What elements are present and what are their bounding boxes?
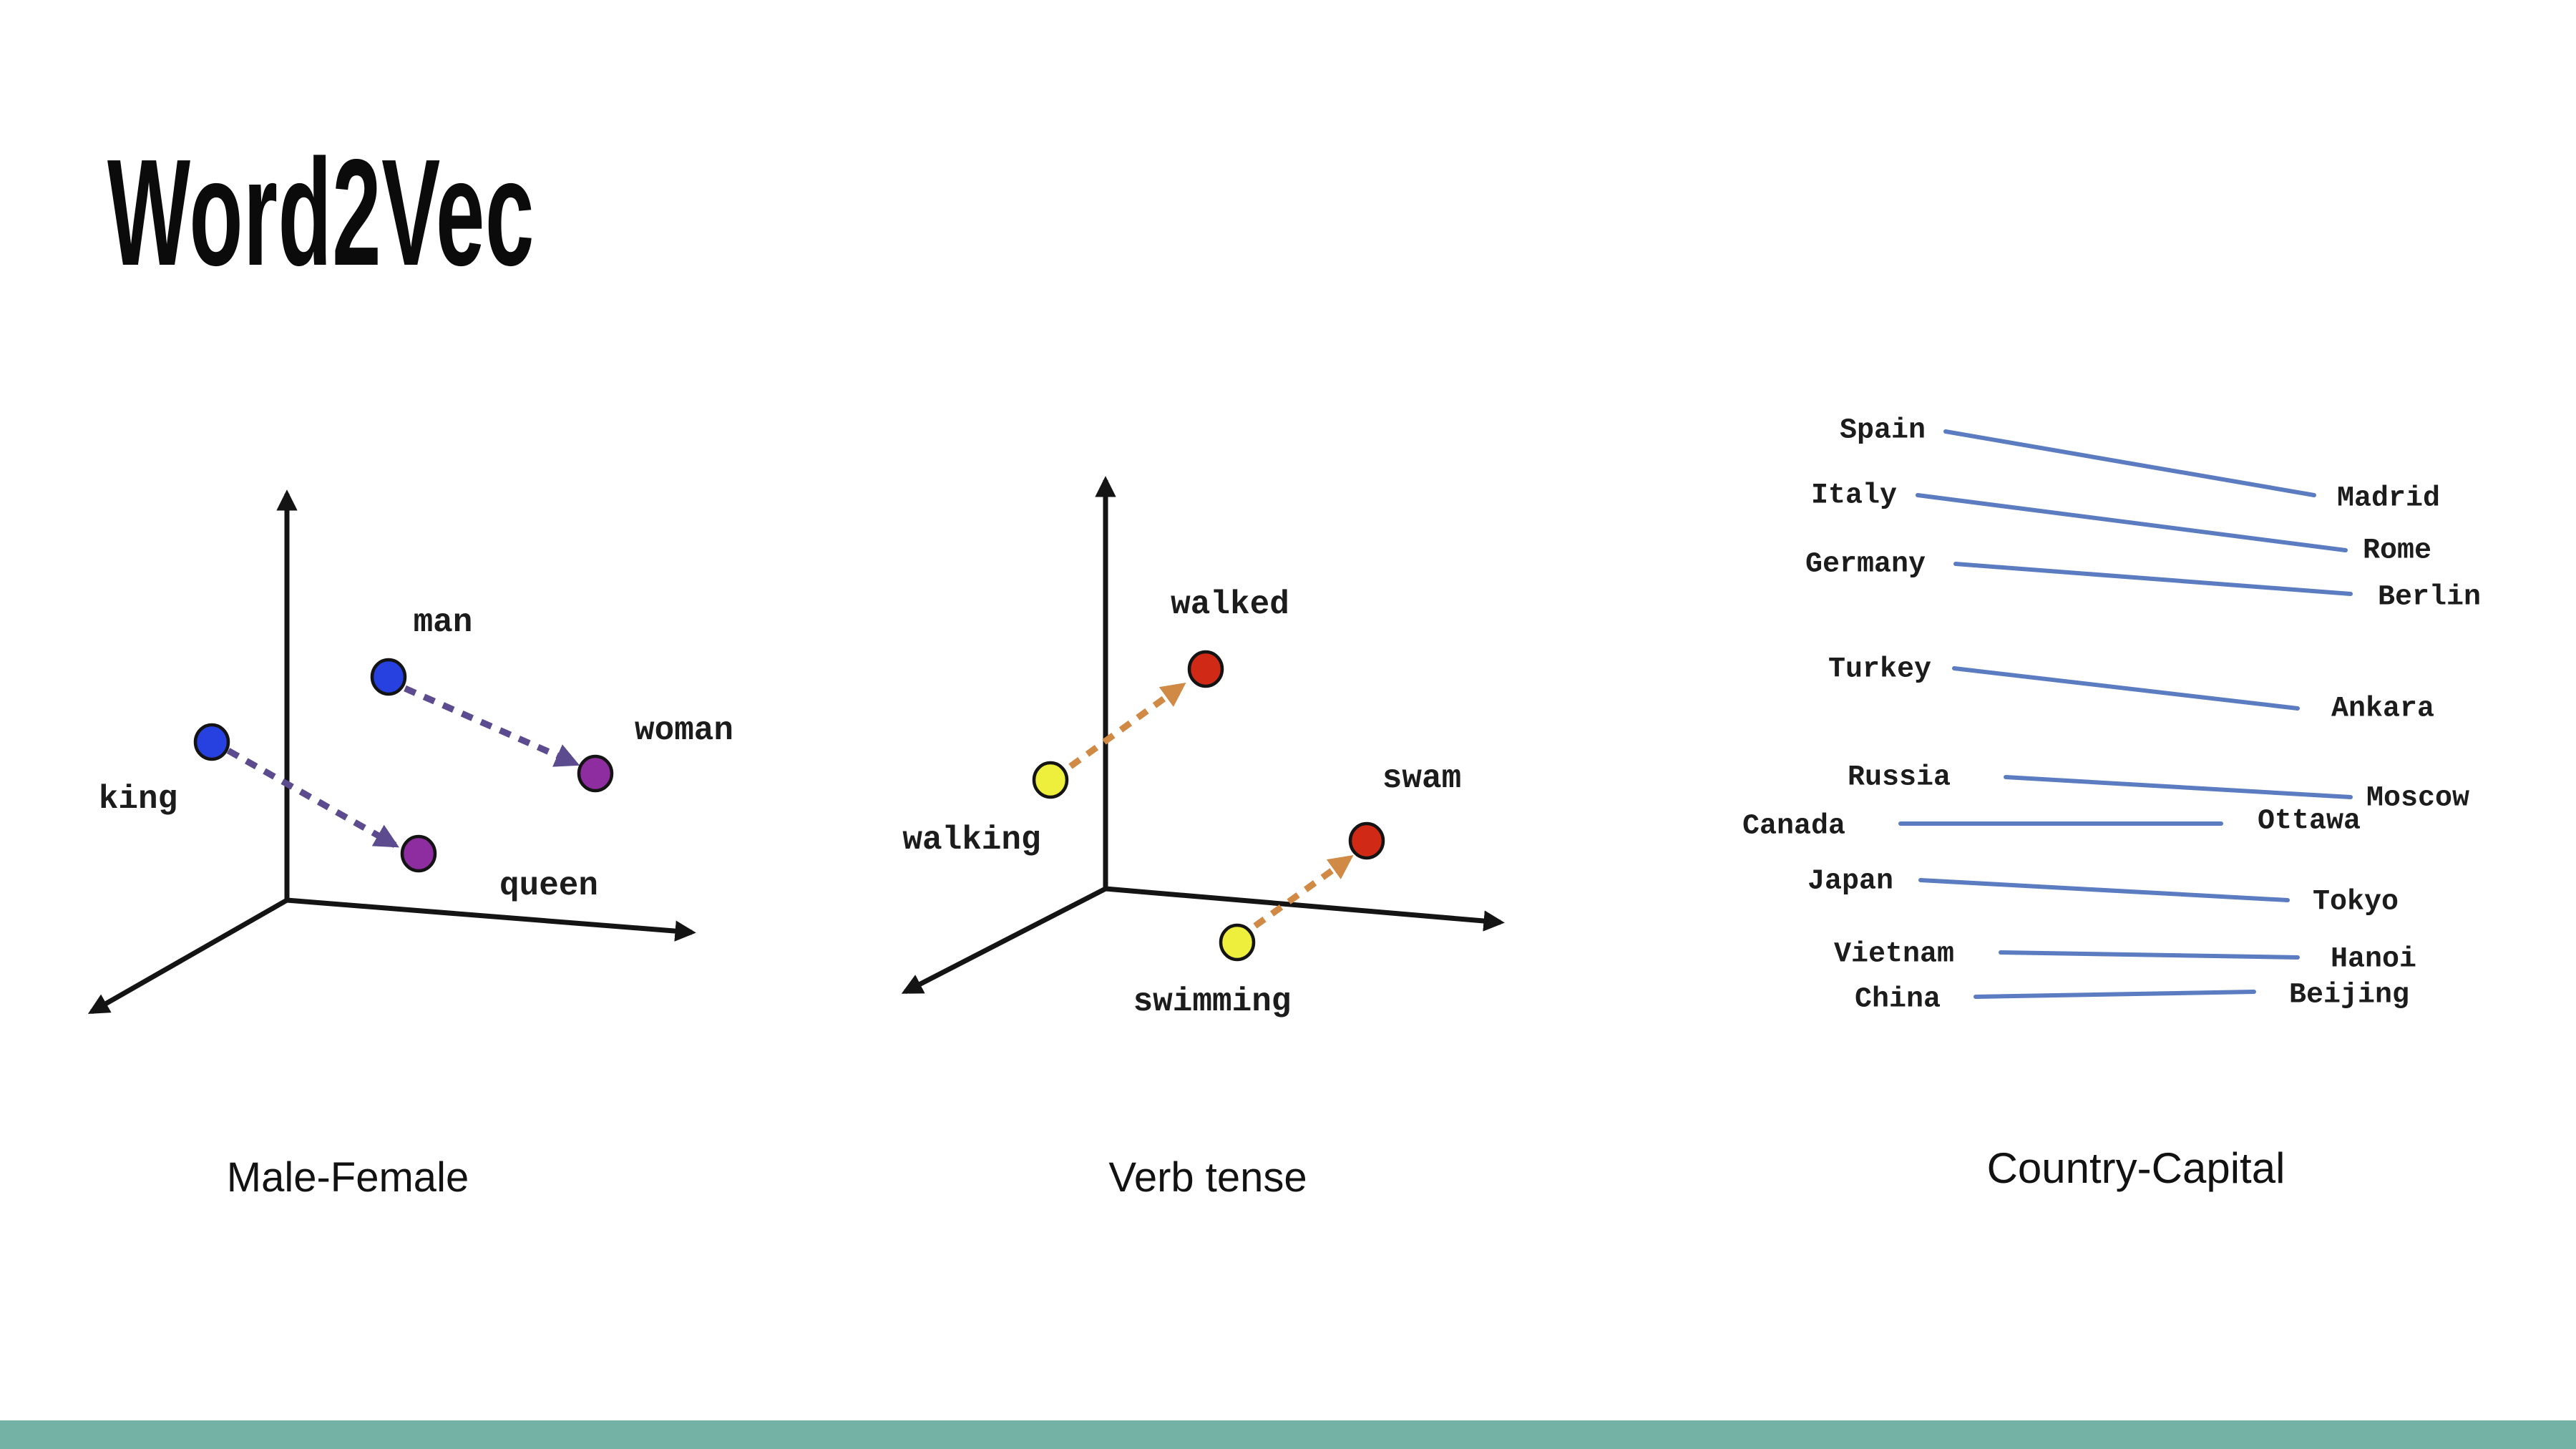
diagram-country-capital: Spain Madrid Italy Rome Germany Berlin Turkey A… — [1742, 415, 2481, 1016]
capital-label-beijing: Beijing — [2289, 980, 2409, 1012]
dot-label-swam: swam — [1382, 760, 1461, 797]
dot-walking — [1032, 761, 1069, 799]
dot-swam — [1348, 821, 1385, 860]
dot-label-walking: walking — [902, 821, 1040, 859]
pair-line-japan — [1918, 878, 2290, 902]
dot-queen — [400, 834, 437, 873]
dot-woman — [577, 754, 614, 793]
axis-left — [901, 886, 1107, 995]
caption-country-capital: Country-Capital — [1986, 1144, 2285, 1192]
axis-right — [1105, 886, 1505, 932]
country-label-germany: Germany — [1805, 549, 1926, 581]
diagram-verb-tense: walking walked swimming swam — [901, 476, 1505, 1020]
dot-label-walked: walked — [1171, 586, 1289, 623]
pair-line-spain — [1943, 429, 2316, 497]
footer-accent-bar — [0, 1420, 2576, 1449]
caption-verb-tense: Verb tense — [1108, 1154, 1307, 1201]
pair-line-germany — [1953, 562, 2353, 596]
capital-label-moscow: Moscow — [2366, 783, 2469, 815]
capital-label-ottawa: Ottawa — [2258, 806, 2361, 838]
pair-line-russia — [2004, 775, 2353, 799]
dot-label-woman: woman — [635, 712, 733, 749]
country-label-vietnam: Vietnam — [1834, 939, 1954, 971]
pair-line-vietnam — [1999, 950, 2300, 960]
axis-left — [87, 897, 288, 1015]
country-label-russia: Russia — [1848, 762, 1951, 794]
country-label-turkey: Turkey — [1828, 654, 1931, 686]
vector-arrow-walking-to-walked — [1068, 682, 1186, 769]
country-label-japan: Japan — [1807, 866, 1893, 898]
capital-label-tokyo: Tokyo — [2313, 887, 2399, 919]
dot-man — [370, 658, 407, 696]
country-label-italy: Italy — [1811, 480, 1897, 512]
country-label-canada: Canada — [1742, 811, 1845, 843]
capital-label-ankara: Ankara — [2331, 693, 2434, 726]
axis-right — [286, 897, 696, 942]
pair-line-italy — [1916, 493, 2348, 552]
caption-male-female: Male-Female — [226, 1154, 469, 1201]
dot-label-swimming: swimming — [1133, 983, 1292, 1020]
vector-arrow-king-to-queen — [226, 748, 399, 848]
dot-label-king: king — [99, 781, 177, 818]
diagram-male-female: man woman king queen — [87, 489, 733, 1015]
dot-label-man: man — [414, 604, 473, 641]
capital-label-madrid: Madrid — [2337, 483, 2440, 515]
capital-label-berlin: Berlin — [2378, 582, 2481, 614]
pair-line-turkey — [1952, 666, 2300, 711]
dot-swimming — [1219, 923, 1256, 962]
pair-line-china — [1974, 990, 2256, 999]
capital-label-hanoi: Hanoi — [2331, 944, 2416, 976]
dot-walked — [1187, 650, 1224, 688]
capital-label-rome: Rome — [2363, 535, 2431, 567]
slide-title: Word2Vec — [107, 127, 535, 297]
vector-arrow-swimming-to-swam — [1253, 855, 1354, 929]
dot-king — [193, 723, 230, 761]
country-label-spain: Spain — [1840, 415, 1926, 447]
vector-arrow-man-to-woman — [404, 685, 580, 767]
country-label-china: China — [1855, 984, 1941, 1016]
dot-label-queen: queen — [499, 867, 598, 904]
